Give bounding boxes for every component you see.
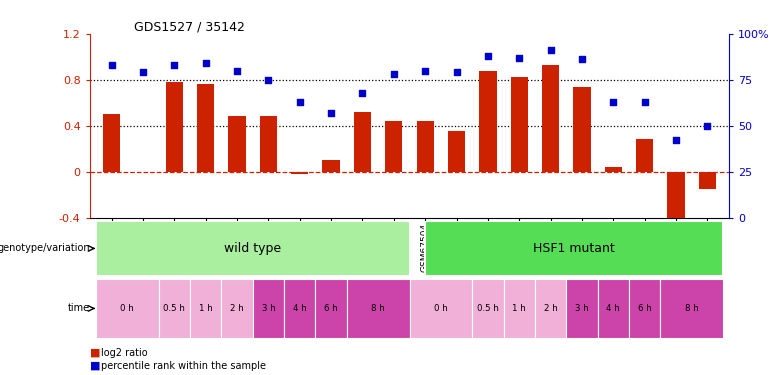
Point <box>607 99 619 105</box>
Bar <box>253 279 284 338</box>
Text: ■: ■ <box>90 361 100 370</box>
Bar <box>354 112 371 172</box>
Bar <box>566 279 597 338</box>
Point <box>136 69 149 75</box>
Text: 2 h: 2 h <box>544 304 558 313</box>
Bar <box>222 279 253 338</box>
Bar <box>504 279 535 338</box>
Text: 2 h: 2 h <box>230 304 244 313</box>
Bar <box>322 160 340 172</box>
Text: 1 h: 1 h <box>199 304 213 313</box>
Point <box>513 55 526 61</box>
Text: GDS1527 / 35142: GDS1527 / 35142 <box>134 21 246 34</box>
Point <box>231 68 243 74</box>
Bar <box>158 279 190 338</box>
Point <box>356 90 369 96</box>
Text: 0 h: 0 h <box>120 304 134 313</box>
Bar <box>291 172 308 174</box>
Bar <box>96 221 410 276</box>
Text: genotype/variation: genotype/variation <box>0 243 90 254</box>
Bar <box>315 279 347 338</box>
Text: time: time <box>68 303 90 313</box>
Text: 3 h: 3 h <box>261 304 275 313</box>
Bar <box>604 167 622 172</box>
Bar <box>190 279 222 338</box>
Bar <box>542 65 559 172</box>
Text: 0.5 h: 0.5 h <box>477 304 499 313</box>
Text: ■: ■ <box>90 348 100 357</box>
Text: 4 h: 4 h <box>292 304 307 313</box>
Point <box>262 77 275 83</box>
Bar <box>511 77 528 172</box>
Bar <box>661 279 723 338</box>
Bar <box>197 84 215 172</box>
Point <box>638 99 651 105</box>
Text: 3 h: 3 h <box>575 304 589 313</box>
Bar <box>636 140 654 172</box>
Bar <box>472 279 504 338</box>
Text: log2 ratio: log2 ratio <box>101 348 148 357</box>
Text: 0 h: 0 h <box>434 304 448 313</box>
Text: 6 h: 6 h <box>324 304 338 313</box>
Bar <box>96 279 158 338</box>
Text: wild type: wild type <box>224 242 282 255</box>
Bar <box>597 279 629 338</box>
Point <box>701 123 714 129</box>
Text: 0.5 h: 0.5 h <box>164 304 186 313</box>
Point <box>544 47 557 53</box>
Text: 6 h: 6 h <box>638 304 651 313</box>
Bar <box>479 70 497 172</box>
Point <box>388 71 400 77</box>
Bar <box>347 279 410 338</box>
Point <box>105 62 118 68</box>
Text: HSF1 mutant: HSF1 mutant <box>534 242 615 255</box>
Text: 1 h: 1 h <box>512 304 526 313</box>
Point <box>450 69 463 75</box>
Bar <box>629 279 661 338</box>
Bar <box>417 121 434 172</box>
Text: 8 h: 8 h <box>685 304 699 313</box>
Point <box>168 62 181 68</box>
Bar <box>535 279 566 338</box>
Bar <box>103 114 120 172</box>
Bar <box>410 279 472 338</box>
Bar <box>425 221 723 276</box>
Point <box>325 110 338 116</box>
Text: 8 h: 8 h <box>371 304 385 313</box>
Bar <box>668 172 685 226</box>
Text: 4 h: 4 h <box>606 304 620 313</box>
Point <box>481 53 494 59</box>
Bar <box>165 82 183 172</box>
Text: percentile rank within the sample: percentile rank within the sample <box>101 361 267 370</box>
Point <box>576 57 588 63</box>
Point <box>419 68 431 74</box>
Bar <box>573 87 590 172</box>
Point <box>670 137 682 143</box>
Point <box>200 60 212 66</box>
Bar <box>260 116 277 172</box>
Bar <box>284 279 315 338</box>
Bar <box>385 121 402 172</box>
Bar <box>699 172 716 189</box>
Point <box>293 99 306 105</box>
Bar <box>448 131 465 172</box>
Bar <box>229 116 246 172</box>
